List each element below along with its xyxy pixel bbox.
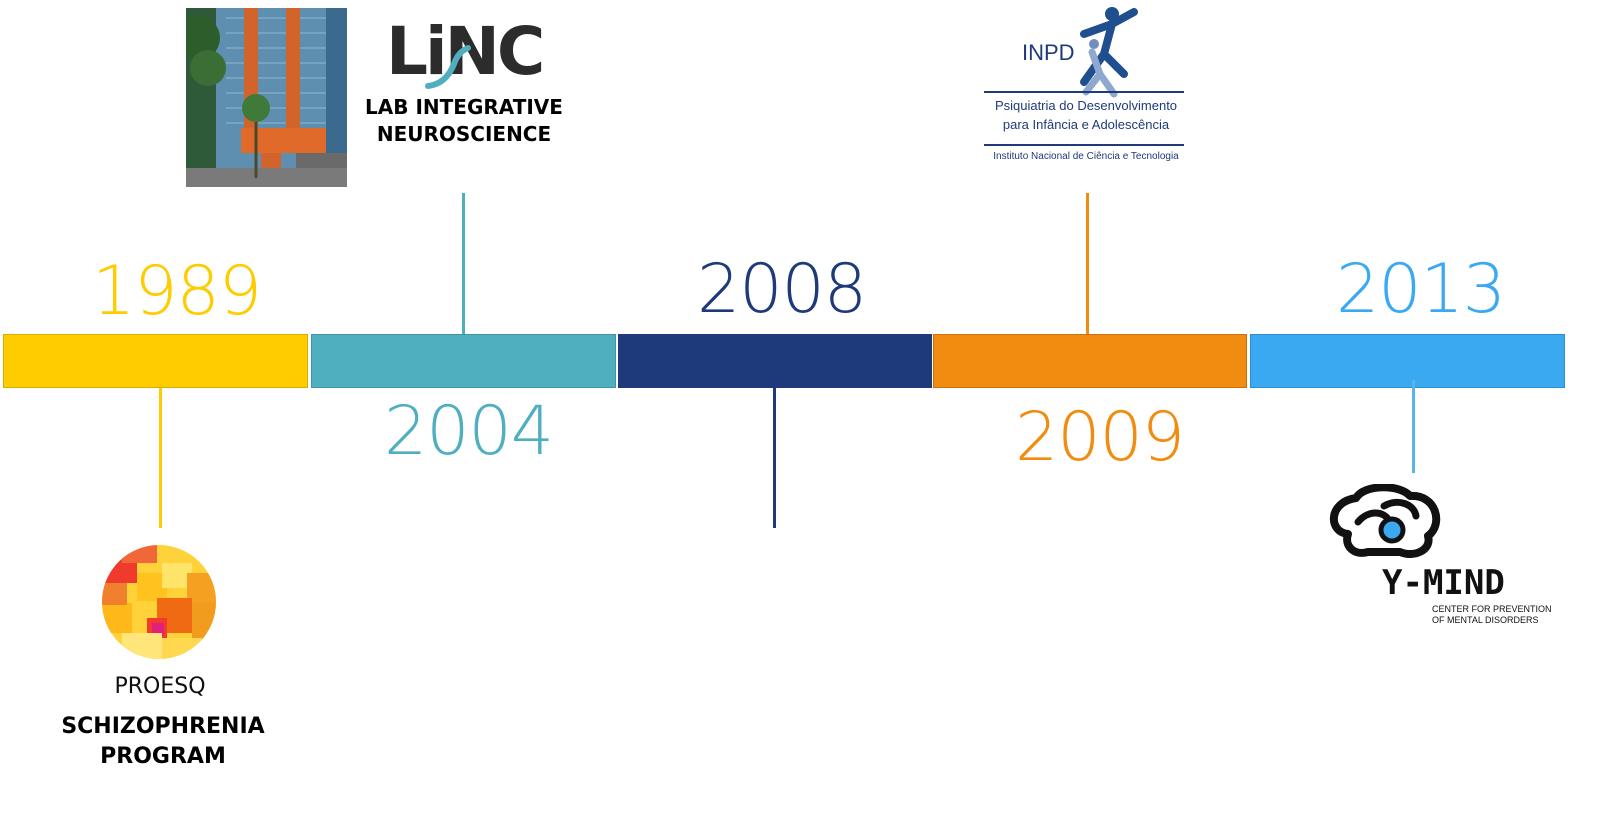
timeline-segment-2008	[618, 334, 932, 388]
inpd-figures-icon	[1080, 7, 1138, 98]
proesq-mosaic-icon	[102, 545, 216, 659]
timeline-segment-2009	[933, 334, 1247, 388]
caption-2004: LAB INTEGRATIVE NEUROSCIENCE	[360, 94, 568, 148]
connector-1989	[159, 388, 162, 528]
timeline-segment-2013	[1250, 334, 1565, 388]
timeline-segment-2004	[311, 334, 616, 388]
caption-2004-line-2: NEUROSCIENCE	[376, 122, 552, 146]
inpd-logo-line-1: Psiquiatria do Desenvolvimento	[994, 98, 1178, 113]
ymind-logo-sub-1: CENTER FOR PREVENTION	[1432, 604, 1552, 614]
connector-2009	[1086, 193, 1089, 334]
caption-1989: SCHIZOPHRENIA PROGRAM	[52, 712, 274, 771]
year-2004-label: 2004	[384, 392, 554, 471]
year-2009-label: 2009	[1015, 398, 1185, 477]
connector-2004	[462, 193, 465, 334]
caption-2004-line-1: LAB INTEGRATIVE	[365, 95, 563, 119]
connector-2008	[773, 388, 776, 528]
year-2013-label: 2013	[1336, 250, 1506, 329]
connector-2013	[1412, 380, 1415, 473]
caption-1989-line-2: PROGRAM	[100, 743, 226, 769]
ymind-logo-text: Y-MIND	[1382, 563, 1505, 603]
year-2008-label: 2008	[697, 250, 867, 329]
caption-1989-line-1: SCHIZOPHRENIA	[61, 714, 265, 739]
linc-logo: LiNC	[386, 14, 545, 90]
proesq-logo-text: PROESQ	[114, 674, 206, 699]
ymind-logo-sub-2: OF MENTAL DISORDERS	[1432, 615, 1539, 625]
ymind-brain-icon	[1329, 484, 1441, 558]
building-photo	[186, 8, 347, 187]
inpd-logo-line-3: Instituto Nacional de Ciência e Tecnolog…	[993, 151, 1179, 162]
inpd-logo-line-2: para Infância e Adolescência	[1002, 117, 1170, 132]
inpd-logo-text: INPD	[1022, 40, 1075, 65]
inpd-rule-bottom	[984, 144, 1184, 146]
timeline-segment-1989	[3, 334, 308, 388]
inpd-rule-top	[984, 91, 1184, 93]
year-1989-label: 1989	[92, 252, 262, 331]
inpd-logo: INPD Psiquiatria do Desenvolvimento para…	[984, 4, 1190, 166]
linc-swoosh-icon	[425, 45, 471, 89]
